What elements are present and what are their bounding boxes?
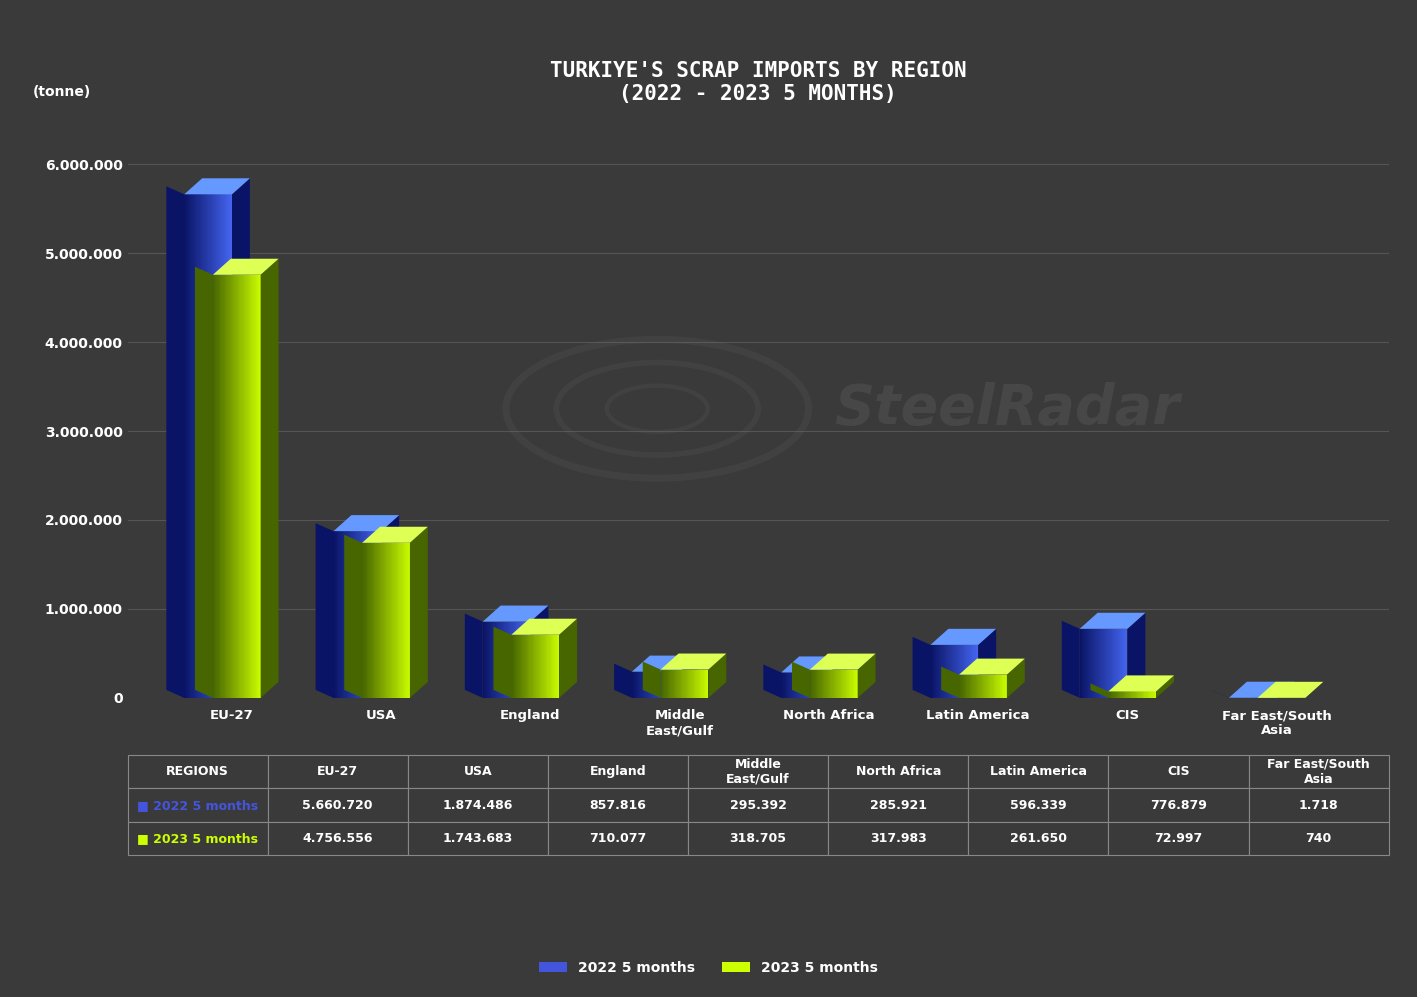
Polygon shape [913, 637, 931, 698]
Polygon shape [614, 664, 632, 698]
Polygon shape [1091, 683, 1108, 698]
Polygon shape [316, 523, 333, 698]
Polygon shape [493, 627, 512, 698]
Polygon shape [1258, 682, 1323, 698]
Text: (tonne): (tonne) [33, 85, 91, 99]
Polygon shape [1156, 675, 1175, 698]
Polygon shape [232, 178, 249, 698]
Polygon shape [978, 629, 996, 698]
Polygon shape [1007, 659, 1024, 698]
Polygon shape [363, 526, 428, 542]
Polygon shape [829, 656, 847, 698]
Polygon shape [381, 515, 400, 698]
Polygon shape [643, 662, 660, 698]
Polygon shape [857, 654, 876, 698]
Polygon shape [166, 186, 184, 698]
Polygon shape [811, 654, 876, 670]
Text: SteelRadar: SteelRadar [833, 382, 1179, 436]
Polygon shape [680, 656, 697, 698]
Legend: 2022 5 months, 2023 5 months: 2022 5 months, 2023 5 months [533, 955, 884, 980]
Polygon shape [1061, 621, 1080, 698]
Polygon shape [344, 534, 363, 698]
Polygon shape [781, 656, 847, 672]
Polygon shape [410, 526, 428, 698]
Polygon shape [660, 654, 727, 670]
Polygon shape [184, 178, 249, 194]
Polygon shape [1277, 682, 1295, 698]
Polygon shape [196, 267, 213, 698]
Polygon shape [931, 629, 996, 645]
Polygon shape [1080, 613, 1145, 629]
Polygon shape [530, 605, 548, 698]
Polygon shape [483, 605, 548, 621]
Title: TURKIYE'S SCRAP IMPORTS BY REGION
(2022 - 2023 5 MONTHS): TURKIYE'S SCRAP IMPORTS BY REGION (2022 … [550, 61, 966, 105]
Polygon shape [333, 515, 400, 531]
Polygon shape [560, 619, 577, 698]
Polygon shape [1240, 690, 1258, 698]
Polygon shape [1305, 682, 1323, 698]
Polygon shape [213, 259, 279, 275]
Polygon shape [261, 259, 279, 698]
Polygon shape [1128, 613, 1145, 698]
Polygon shape [1229, 682, 1295, 698]
Polygon shape [959, 659, 1024, 675]
Polygon shape [512, 619, 577, 635]
Polygon shape [792, 662, 811, 698]
Polygon shape [1108, 675, 1175, 691]
Polygon shape [708, 654, 727, 698]
Polygon shape [632, 656, 697, 672]
Polygon shape [941, 667, 959, 698]
Polygon shape [764, 664, 781, 698]
Polygon shape [1212, 690, 1229, 698]
Polygon shape [465, 613, 483, 698]
